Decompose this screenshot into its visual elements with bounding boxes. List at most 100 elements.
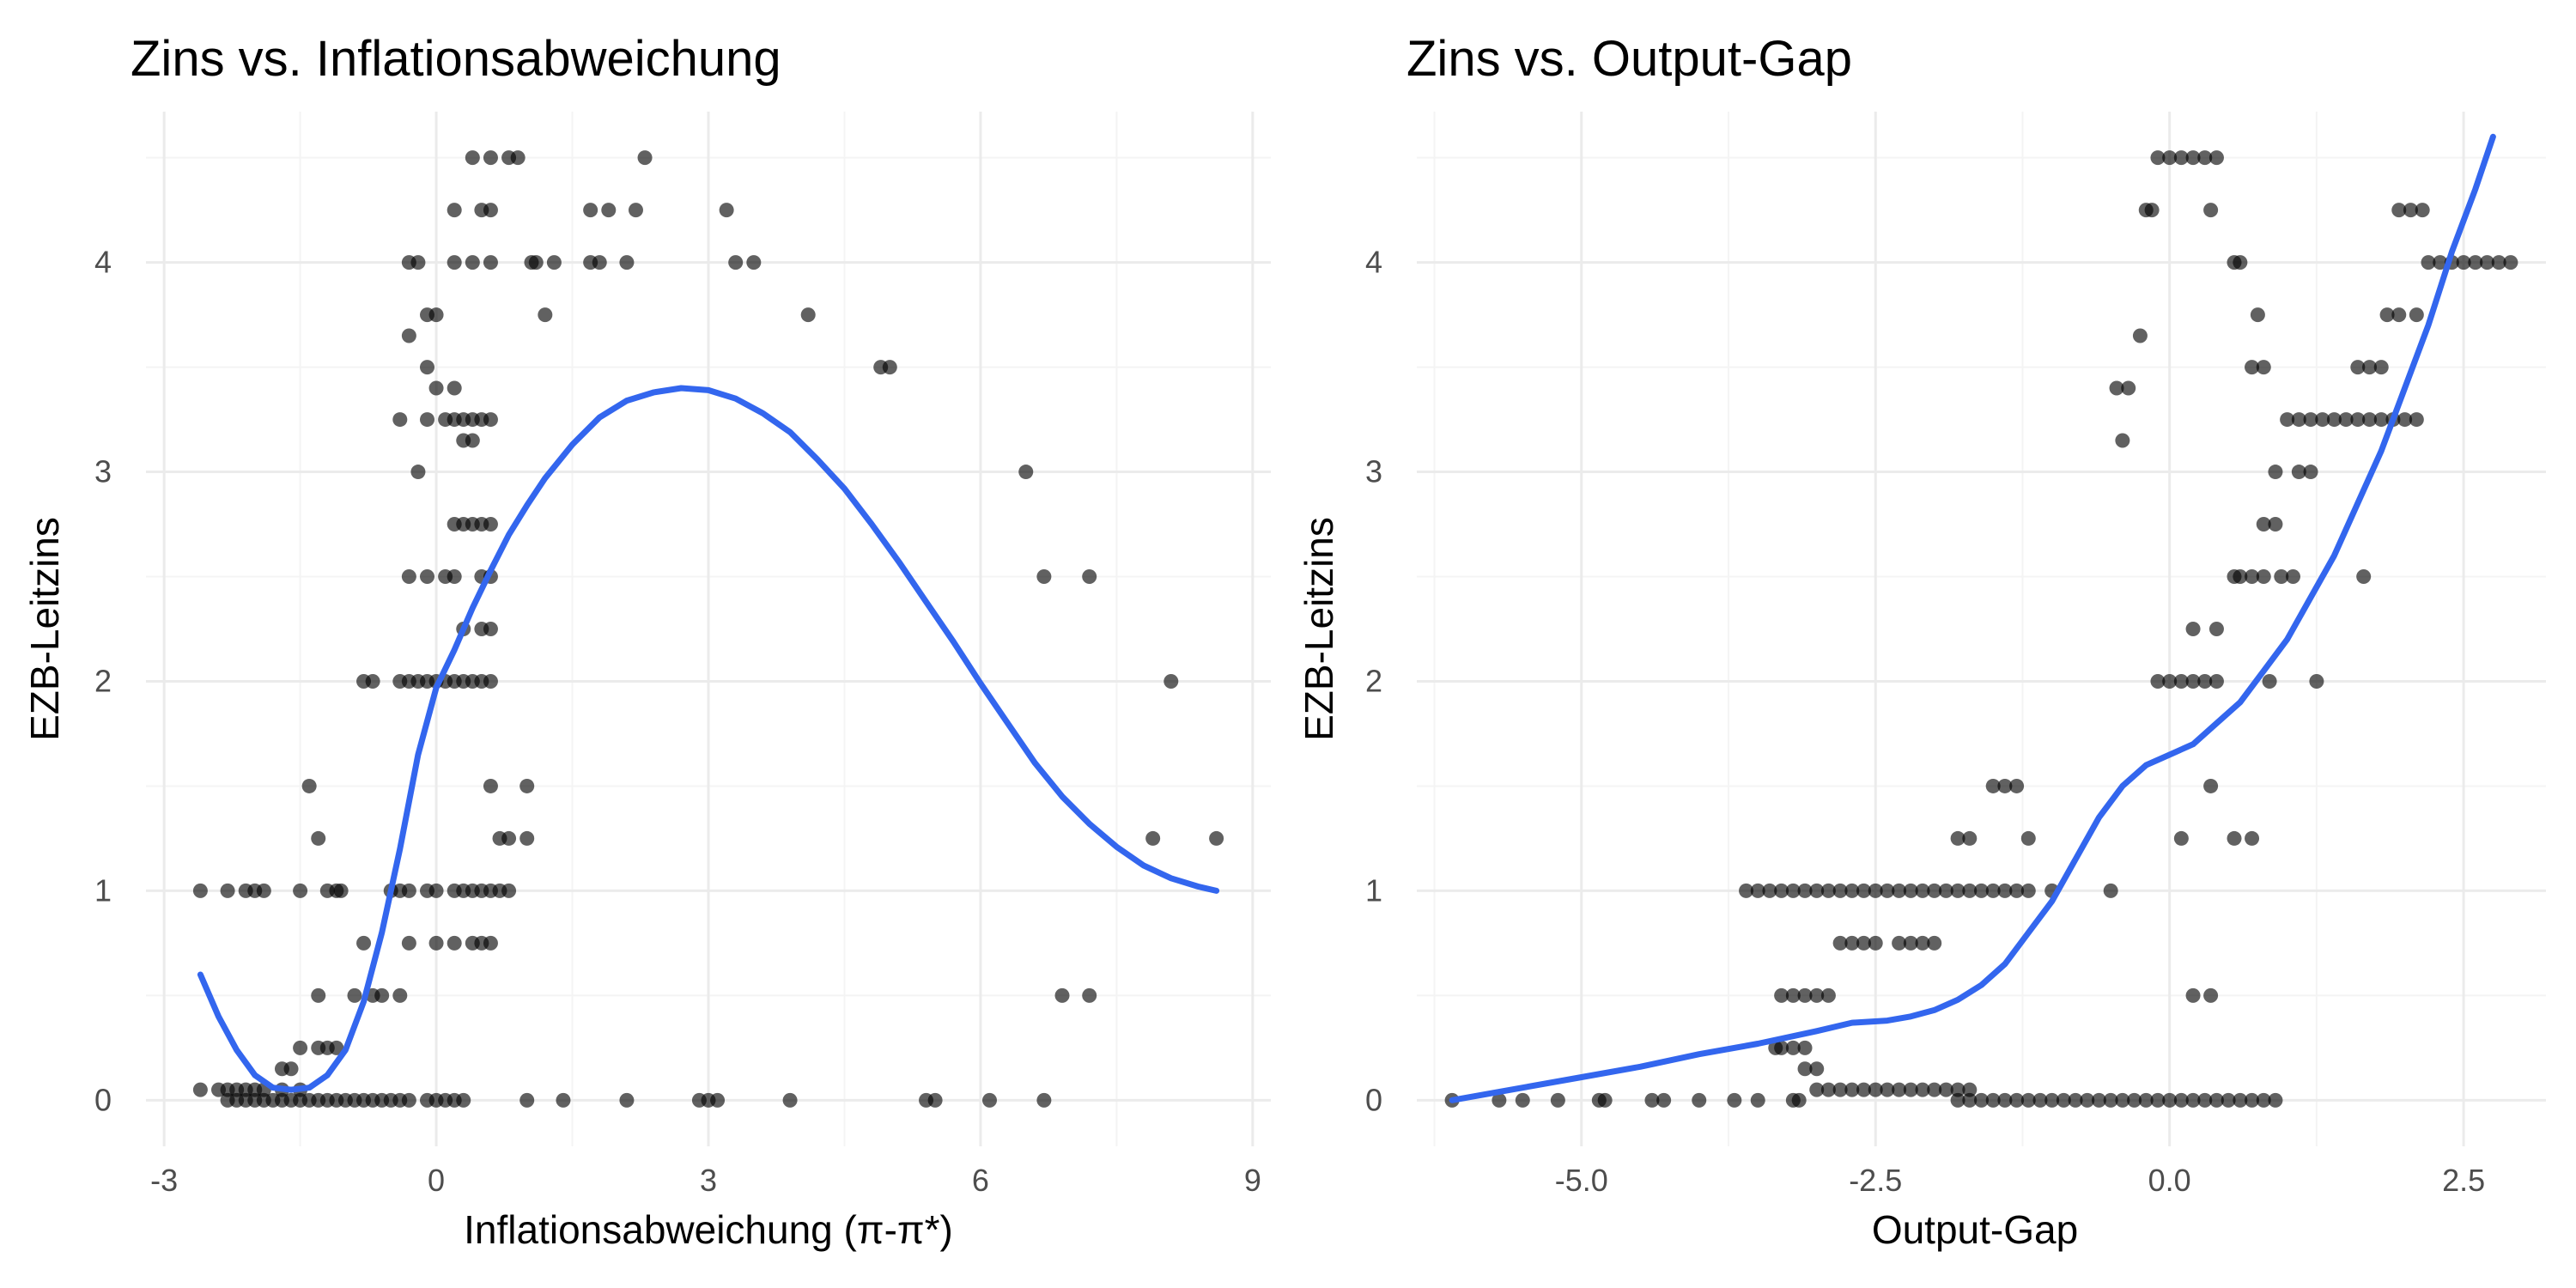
data-point <box>2415 203 2430 218</box>
data-point <box>2303 412 2318 428</box>
data-point <box>2291 465 2306 480</box>
data-point <box>2162 673 2178 689</box>
data-point <box>293 883 308 898</box>
data-point <box>1597 1092 1613 1108</box>
data-point <box>519 830 535 846</box>
data-point <box>592 255 607 270</box>
data-point <box>2233 255 2248 270</box>
data-point <box>2103 883 2118 898</box>
data-point <box>2315 412 2330 428</box>
data-point <box>1915 883 1930 898</box>
y-tick-label: 3 <box>94 454 112 489</box>
data-point <box>1820 883 1836 898</box>
data-point <box>1856 883 1872 898</box>
data-point <box>483 517 498 532</box>
data-point <box>546 255 562 270</box>
smooth-trend-line <box>197 385 1220 1093</box>
data-point <box>1974 883 1989 898</box>
data-point <box>2391 203 2407 218</box>
data-point <box>746 255 762 270</box>
data-point <box>1809 1082 1825 1097</box>
data-point <box>1962 830 1978 846</box>
data-point <box>1856 1082 1872 1097</box>
data-point <box>2373 412 2389 428</box>
data-point <box>1938 883 1953 898</box>
data-point <box>601 203 617 218</box>
data-point <box>392 987 408 1003</box>
data-point <box>710 1092 726 1108</box>
data-point <box>1739 883 1754 898</box>
data-point <box>2197 1092 2213 1108</box>
data-point <box>1797 1040 1813 1055</box>
data-point <box>1927 935 1942 951</box>
data-point <box>927 1092 943 1108</box>
data-point <box>2350 412 2366 428</box>
data-point <box>1985 1092 2001 1108</box>
y-axis-title: EZB-Leitzins <box>22 517 67 741</box>
x-tick-label: 9 <box>1244 1163 1261 1198</box>
data-point <box>1791 1092 1807 1108</box>
data-point <box>1727 1092 1742 1108</box>
data-point <box>2150 150 2166 166</box>
data-point <box>2197 150 2213 166</box>
data-point <box>1820 1082 1836 1097</box>
data-point <box>1927 1082 1942 1097</box>
data-point <box>2115 433 2130 448</box>
data-point <box>619 1092 635 1108</box>
data-point <box>1962 1082 1978 1097</box>
data-point <box>2268 517 2283 532</box>
data-point <box>1785 1040 1801 1055</box>
data-point <box>465 255 480 270</box>
data-point <box>356 935 372 951</box>
data-point <box>2103 1092 2118 1108</box>
x-tick-label: 6 <box>972 1163 989 1198</box>
data-point <box>1809 987 1825 1003</box>
data-point <box>1868 883 1883 898</box>
data-point <box>1997 778 2013 793</box>
data-point <box>483 203 498 218</box>
data-point <box>800 307 816 323</box>
data-point <box>2409 307 2424 323</box>
y-tick-label: 1 <box>94 872 112 908</box>
data-point <box>2203 987 2219 1003</box>
data-point <box>1820 987 1836 1003</box>
data-point <box>2491 255 2506 270</box>
data-point <box>2044 1092 2060 1108</box>
data-point <box>401 569 416 585</box>
y-tick-label: 0 <box>1365 1082 1382 1117</box>
data-point <box>1550 1092 1565 1108</box>
data-point <box>428 935 444 951</box>
data-point <box>2173 1092 2189 1108</box>
data-point <box>719 203 734 218</box>
x-axis-title: Output-Gap <box>1872 1207 2078 1252</box>
data-point <box>2009 1092 2025 1108</box>
data-point <box>1868 1082 1883 1097</box>
data-point <box>2162 150 2178 166</box>
data-point <box>1997 883 2013 898</box>
data-point <box>637 150 653 166</box>
data-point <box>528 255 544 270</box>
chart-title: Zins vs. Inflationsabweichung <box>131 31 781 87</box>
data-point <box>2185 1092 2201 1108</box>
data-point <box>2274 569 2289 585</box>
data-point <box>728 255 744 270</box>
data-point <box>1844 935 1860 951</box>
x-tick-label: -2.5 <box>1849 1163 1902 1198</box>
data-point <box>1938 1082 1953 1097</box>
data-point <box>401 935 416 951</box>
data-point <box>1036 1092 1052 1108</box>
data-point <box>1985 883 2001 898</box>
data-point <box>2362 412 2378 428</box>
data-point <box>2208 622 2224 636</box>
data-point <box>447 569 462 585</box>
data-point <box>2391 307 2407 323</box>
data-point <box>2208 673 2224 689</box>
data-point <box>2233 1092 2248 1108</box>
data-point <box>1036 569 1052 585</box>
x-tick-label: -3 <box>150 1163 178 1198</box>
data-point <box>428 883 444 898</box>
data-point <box>192 1082 208 1097</box>
data-point <box>301 778 317 793</box>
data-point <box>2227 830 2242 846</box>
